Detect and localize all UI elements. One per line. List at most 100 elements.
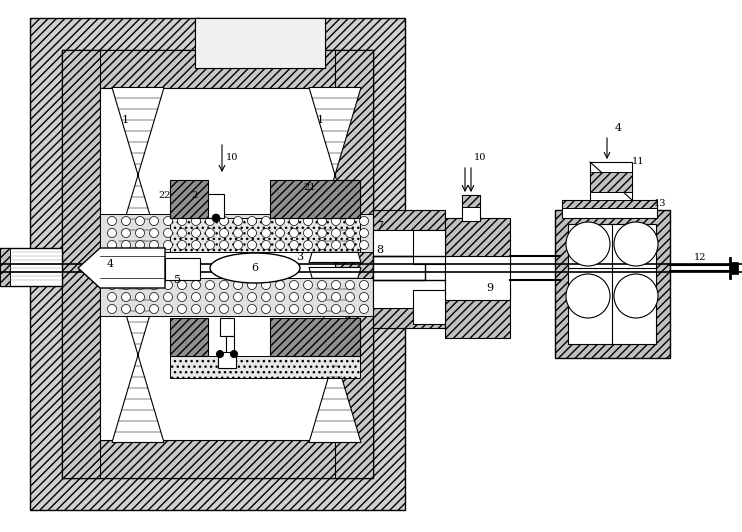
Circle shape [206,304,214,313]
Polygon shape [309,268,361,443]
Circle shape [275,293,284,302]
Circle shape [332,229,341,237]
Circle shape [303,304,312,313]
Circle shape [346,304,355,313]
Circle shape [303,229,312,237]
Bar [170,356,360,378]
Bar [195,18,325,68]
Bar [62,50,373,478]
Circle shape [261,280,271,289]
Circle shape [177,304,186,313]
Polygon shape [112,268,164,443]
Circle shape [332,217,341,226]
Circle shape [289,229,298,237]
Circle shape [614,274,658,318]
Circle shape [234,240,243,250]
Polygon shape [309,87,361,262]
Polygon shape [78,248,165,288]
Text: 21: 21 [303,184,316,193]
Circle shape [360,217,369,226]
Circle shape [248,293,257,302]
Circle shape [220,229,229,237]
Text: 5: 5 [174,275,182,285]
Ellipse shape [210,253,300,283]
Circle shape [206,217,214,226]
Circle shape [234,280,243,289]
Circle shape [191,293,200,302]
Circle shape [234,229,243,237]
Text: 10: 10 [226,153,238,162]
Circle shape [191,240,200,250]
Circle shape [206,280,214,289]
Circle shape [108,293,116,302]
Circle shape [318,304,326,313]
Bar [270,318,360,356]
Text: 4: 4 [614,123,622,133]
Bar [335,50,373,478]
Circle shape [614,222,658,266]
Circle shape [289,240,298,250]
Bar [62,50,100,478]
Circle shape [566,222,610,266]
Circle shape [122,293,131,302]
Circle shape [149,293,159,302]
Bar [0,248,10,286]
Bar [270,180,360,218]
Circle shape [332,293,341,302]
Circle shape [360,229,369,237]
Circle shape [136,240,145,250]
Text: 2: 2 [191,192,197,201]
Bar [462,195,480,207]
Circle shape [212,214,220,222]
Circle shape [149,240,159,250]
Circle shape [318,280,326,289]
Text: 13: 13 [654,200,666,209]
Circle shape [346,229,355,237]
Bar [208,194,224,218]
Text: 22: 22 [159,192,171,201]
Circle shape [318,240,326,250]
Text: 3: 3 [297,252,303,262]
Circle shape [289,304,298,313]
Text: 9: 9 [487,283,493,293]
Circle shape [191,304,200,313]
Circle shape [136,229,145,237]
Polygon shape [112,87,164,262]
Circle shape [248,240,257,250]
Bar [226,336,234,366]
Text: 10: 10 [474,154,486,162]
Circle shape [261,304,271,313]
Circle shape [122,240,131,250]
Circle shape [108,304,116,313]
Circle shape [220,240,229,250]
Circle shape [234,304,243,313]
Bar [568,224,656,344]
Bar [562,200,657,218]
Circle shape [261,229,271,237]
Circle shape [163,229,172,237]
Text: 7: 7 [376,221,384,231]
Circle shape [136,280,145,289]
Circle shape [318,229,326,237]
Circle shape [261,240,271,250]
Circle shape [191,280,200,289]
Circle shape [206,240,214,250]
Bar [730,262,738,274]
Circle shape [360,280,369,289]
Circle shape [360,293,369,302]
Circle shape [346,217,355,226]
Circle shape [122,229,131,237]
Circle shape [206,293,214,302]
Circle shape [318,217,326,226]
Circle shape [163,240,172,250]
Bar [218,352,236,368]
Bar [170,318,208,356]
Circle shape [136,217,145,226]
Bar [562,200,657,208]
Circle shape [275,229,284,237]
Circle shape [108,280,116,289]
Circle shape [217,351,223,358]
Bar [165,258,200,280]
Text: 1: 1 [316,115,324,125]
Circle shape [346,293,355,302]
